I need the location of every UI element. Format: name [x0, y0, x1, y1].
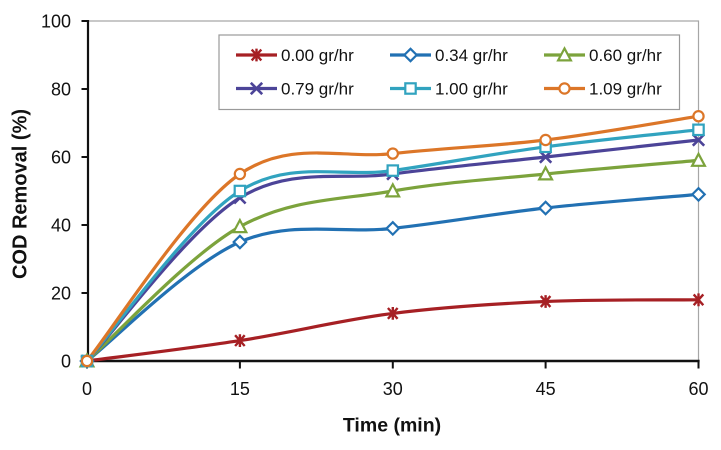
svg-text:60: 60 — [51, 147, 71, 167]
svg-text:80: 80 — [51, 79, 71, 99]
svg-text:60: 60 — [688, 379, 708, 399]
svg-text:1.09 gr/hr: 1.09 gr/hr — [589, 80, 662, 99]
svg-text:45: 45 — [536, 379, 556, 399]
svg-text:100: 100 — [41, 11, 71, 31]
svg-text:0.00 gr/hr: 0.00 gr/hr — [281, 46, 354, 65]
svg-text:1.00 gr/hr: 1.00 gr/hr — [435, 80, 508, 99]
svg-text:0: 0 — [61, 351, 71, 371]
svg-text:40: 40 — [51, 215, 71, 235]
svg-text:0: 0 — [82, 379, 92, 399]
svg-text:0.34 gr/hr: 0.34 gr/hr — [435, 46, 508, 65]
svg-text:20: 20 — [51, 283, 71, 303]
svg-text:0.60 gr/hr: 0.60 gr/hr — [589, 46, 662, 65]
svg-text:COD Removal (%): COD Removal (%) — [10, 109, 32, 279]
svg-text:30: 30 — [383, 379, 403, 399]
svg-text:Time (min): Time (min) — [343, 415, 441, 437]
svg-text:0.79 gr/hr: 0.79 gr/hr — [281, 80, 354, 99]
svg-text:15: 15 — [230, 379, 250, 399]
